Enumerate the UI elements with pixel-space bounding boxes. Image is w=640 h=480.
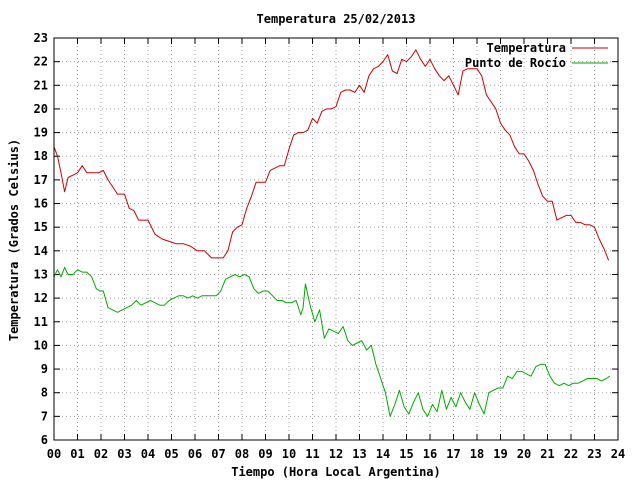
chart-title: Temperatura 25/02/2013 [257, 12, 416, 26]
y-tick-label: 6 [41, 433, 48, 447]
y-tick-label: 15 [34, 220, 48, 234]
x-tick-label: 19 [493, 447, 507, 461]
y-tick-label: 18 [34, 149, 48, 163]
x-tick-label: 14 [376, 447, 390, 461]
x-tick-label: 04 [141, 447, 155, 461]
y-tick-label: 14 [34, 244, 48, 258]
x-tick-label: 21 [540, 447, 554, 461]
series-line-punto-de-rocio [53, 266, 611, 417]
y-tick-label: 22 [34, 55, 48, 69]
x-tick-label: 17 [446, 447, 460, 461]
x-tick-label: 00 [47, 447, 61, 461]
y-tick-label: 20 [34, 102, 48, 116]
series-lines [53, 49, 611, 417]
x-tick-label: 05 [164, 447, 178, 461]
x-tick-label: 06 [188, 447, 202, 461]
y-tick-label: 12 [34, 291, 48, 305]
y-tick-label: 17 [34, 173, 48, 187]
x-tick-label: 10 [282, 447, 296, 461]
y-tick-label: 11 [34, 315, 48, 329]
x-tick-label: 12 [329, 447, 343, 461]
y-tick-label: 23 [34, 31, 48, 45]
x-tick-label: 22 [564, 447, 578, 461]
y-tick-label: 9 [41, 362, 48, 376]
x-tick-label: 16 [423, 447, 437, 461]
y-tick-label: 19 [34, 126, 48, 140]
grid [54, 38, 618, 440]
x-tick-label: 08 [235, 447, 249, 461]
x-tick-label: 03 [117, 447, 131, 461]
x-tick-label: 07 [211, 447, 225, 461]
y-tick-label: 21 [34, 78, 48, 92]
x-tick-label: 13 [352, 447, 366, 461]
y-tick-label: 16 [34, 197, 48, 211]
x-tick-label: 11 [305, 447, 319, 461]
legend-label: Temperatura [487, 41, 566, 55]
x-tick-label: 02 [94, 447, 108, 461]
x-tick-label: 09 [258, 447, 272, 461]
x-tick-label: 18 [470, 447, 484, 461]
plot-border [53, 37, 619, 441]
x-tick-label: 15 [399, 447, 413, 461]
x-tick-label: 20 [517, 447, 531, 461]
axis-ticks: 00 01 02 03 04 05 06 07 08 09 10 11 12 13 14 15 16 17 18 19… [34, 31, 626, 461]
y-axis-title: Temperatura (Grados Celsius) [7, 139, 21, 341]
legend-label: Punto de Rocío [465, 56, 566, 70]
y-tick-label: 8 [41, 386, 48, 400]
x-tick-label: 24 [611, 447, 625, 461]
x-axis-title: Tiempo (Hora Local Argentina) [231, 465, 441, 479]
y-tick-label: 13 [34, 267, 48, 281]
series-line-temperatura [53, 49, 610, 261]
x-tick-label: 01 [70, 447, 84, 461]
x-tick-label: 23 [587, 447, 601, 461]
y-tick-label: 7 [41, 409, 48, 423]
y-tick-label: 10 [34, 338, 48, 352]
